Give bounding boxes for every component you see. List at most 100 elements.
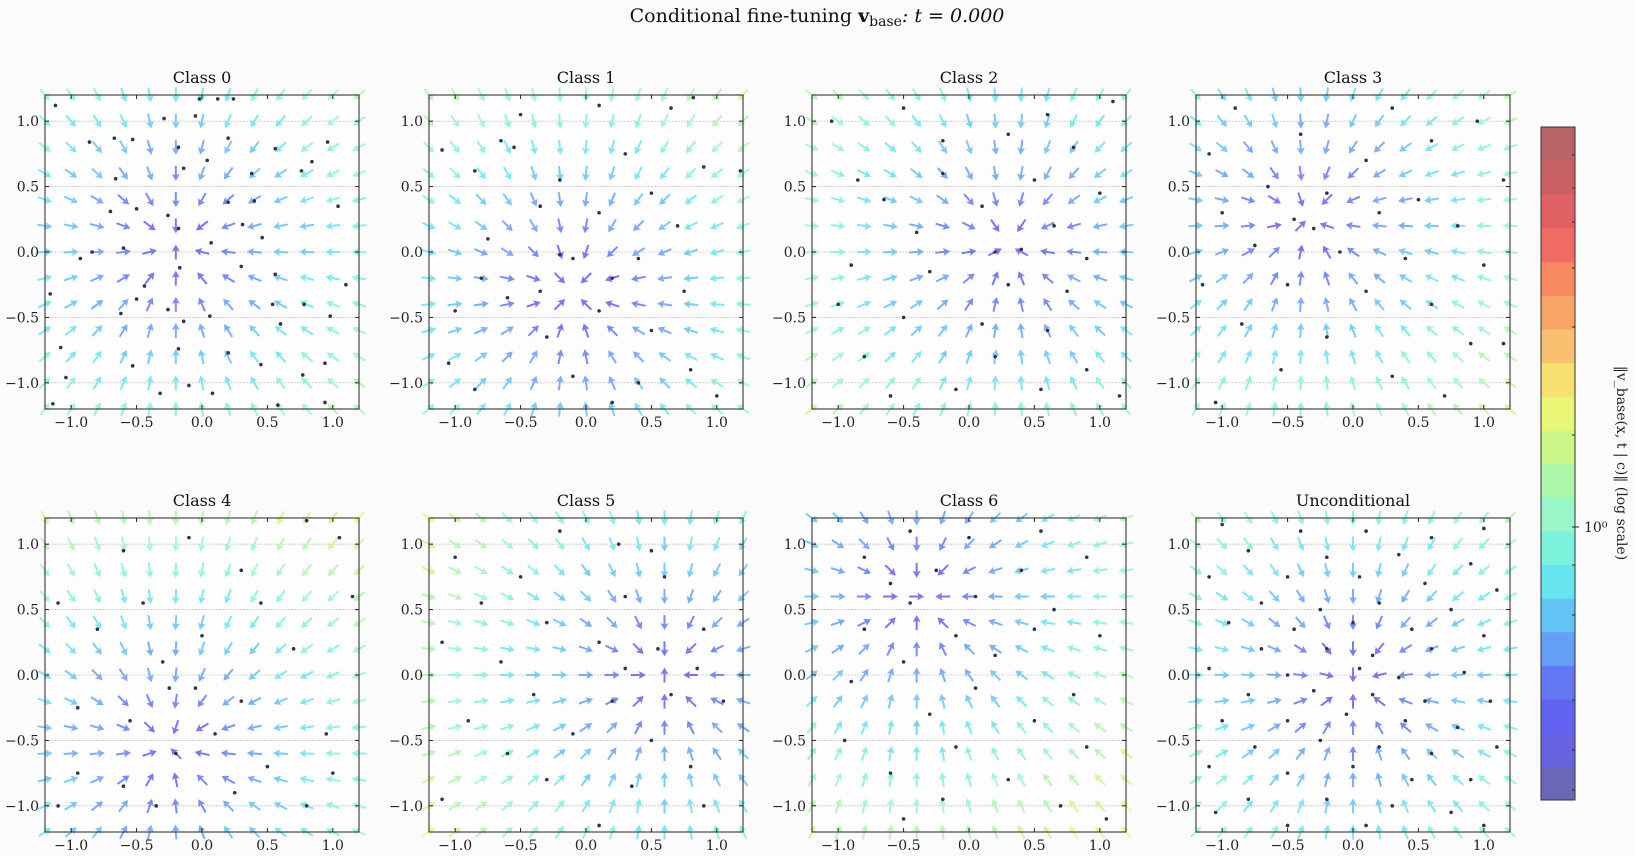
vector-arrow	[581, 218, 590, 234]
vector-arrow	[1400, 324, 1412, 337]
vector-arrow	[526, 300, 541, 308]
sample-point	[167, 686, 172, 690]
sample-point	[205, 158, 210, 163]
vector-arrow	[146, 798, 154, 814]
vector-arrow	[325, 697, 341, 706]
vector-arrow	[830, 618, 846, 627]
sample-point	[1351, 620, 1355, 625]
vector-arrow	[1242, 140, 1254, 154]
vector-arrow	[64, 168, 78, 178]
colorbar-band	[1541, 497, 1575, 532]
vector-arrow	[580, 272, 593, 284]
vector-arrow	[553, 272, 566, 284]
vector-arrow	[1093, 168, 1107, 179]
vector-arrow	[634, 536, 643, 552]
sample-point	[1468, 777, 1473, 782]
vector-arrow	[224, 562, 232, 578]
sample-point	[276, 403, 280, 407]
vector-arrow	[1349, 536, 1357, 552]
vector-arrow	[327, 564, 339, 576]
sample-point	[1482, 633, 1486, 638]
vector-arrow	[886, 772, 895, 788]
sample-point	[862, 555, 867, 560]
vector-arrow	[1375, 375, 1384, 391]
sample-point	[623, 152, 628, 156]
vector-arrow	[1399, 142, 1412, 152]
vector-arrow	[685, 140, 697, 154]
vector-arrow	[250, 114, 260, 128]
vector-arrow	[119, 615, 128, 630]
sample-point	[112, 136, 117, 140]
vector-arrow	[221, 274, 236, 283]
sample-point	[78, 256, 83, 261]
vector-arrow	[474, 565, 488, 575]
subplot-2: Class 2 −1.0 −0.5 0.0 0.5 1.0 −1.0 −0.5 0.0 0.5 1.…	[772, 68, 1134, 431]
vector-arrow	[660, 772, 669, 788]
vector-arrow	[526, 723, 541, 732]
vector-arrow	[909, 274, 924, 282]
sample-point	[1032, 178, 1037, 182]
vector-arrow	[1017, 113, 1026, 129]
sample-point	[304, 804, 309, 808]
sample-point	[58, 345, 63, 350]
sample-point	[1006, 132, 1011, 137]
vector-arrow	[912, 746, 921, 761]
vector-arrow	[1094, 325, 1107, 337]
x-tick-label: −1.0	[438, 415, 472, 431]
vector-arrow	[299, 221, 315, 230]
vector-arrow	[1294, 722, 1307, 734]
vector-arrow	[710, 352, 725, 361]
vector-arrow	[1014, 539, 1029, 548]
vector-arrow	[684, 194, 698, 205]
vector-arrow	[221, 222, 236, 230]
sample-point	[479, 601, 484, 605]
sample-point	[954, 745, 958, 749]
sample-point	[337, 535, 342, 540]
sample-point	[1285, 575, 1290, 579]
vector-arrow	[911, 114, 922, 128]
vector-arrow	[1268, 246, 1280, 259]
vector-arrow	[1453, 537, 1464, 551]
vector-arrow	[711, 141, 723, 153]
sample-point	[87, 140, 92, 144]
vector-arrow	[989, 669, 1002, 682]
vector-arrow	[247, 723, 262, 732]
y-tick-label: 0.0	[1168, 245, 1190, 261]
vector-arrow	[938, 719, 947, 735]
vector-arrow	[326, 169, 341, 178]
vector-arrow	[196, 774, 209, 786]
vector-arrow	[1040, 644, 1055, 653]
sample-point	[1325, 335, 1329, 339]
colorbar-band	[1541, 598, 1575, 633]
vector-arrow	[884, 141, 897, 153]
sample-point	[350, 594, 355, 599]
vector-arrow	[1427, 537, 1437, 551]
vector-arrow	[92, 376, 102, 390]
sample-point	[310, 159, 314, 164]
vector-arrow	[1296, 296, 1305, 312]
vector-arrow	[246, 749, 262, 758]
vector-arrow	[1017, 799, 1026, 813]
sample-point	[1019, 247, 1024, 252]
vector-arrow	[1270, 113, 1279, 129]
sample-point	[695, 666, 700, 671]
vector-arrow	[1323, 798, 1331, 814]
vector-arrow	[250, 589, 259, 604]
vector-arrow	[447, 723, 463, 732]
vector-arrow	[273, 274, 288, 282]
vector-arrow	[1375, 562, 1383, 578]
vector-arrow	[529, 139, 538, 155]
vector-arrow	[1016, 721, 1027, 734]
vector-arrow	[686, 589, 695, 604]
vector-arrow	[886, 693, 895, 709]
vector-arrow	[527, 800, 539, 812]
vector-arrow	[554, 537, 565, 551]
vector-arrow	[325, 671, 341, 679]
vector-arrow	[500, 619, 515, 627]
sample-point	[862, 354, 867, 359]
vector-arrow	[1296, 349, 1305, 365]
vector-arrow	[634, 589, 643, 604]
sample-point	[1084, 745, 1089, 749]
sample-point	[176, 226, 181, 231]
sample-point	[518, 112, 523, 117]
